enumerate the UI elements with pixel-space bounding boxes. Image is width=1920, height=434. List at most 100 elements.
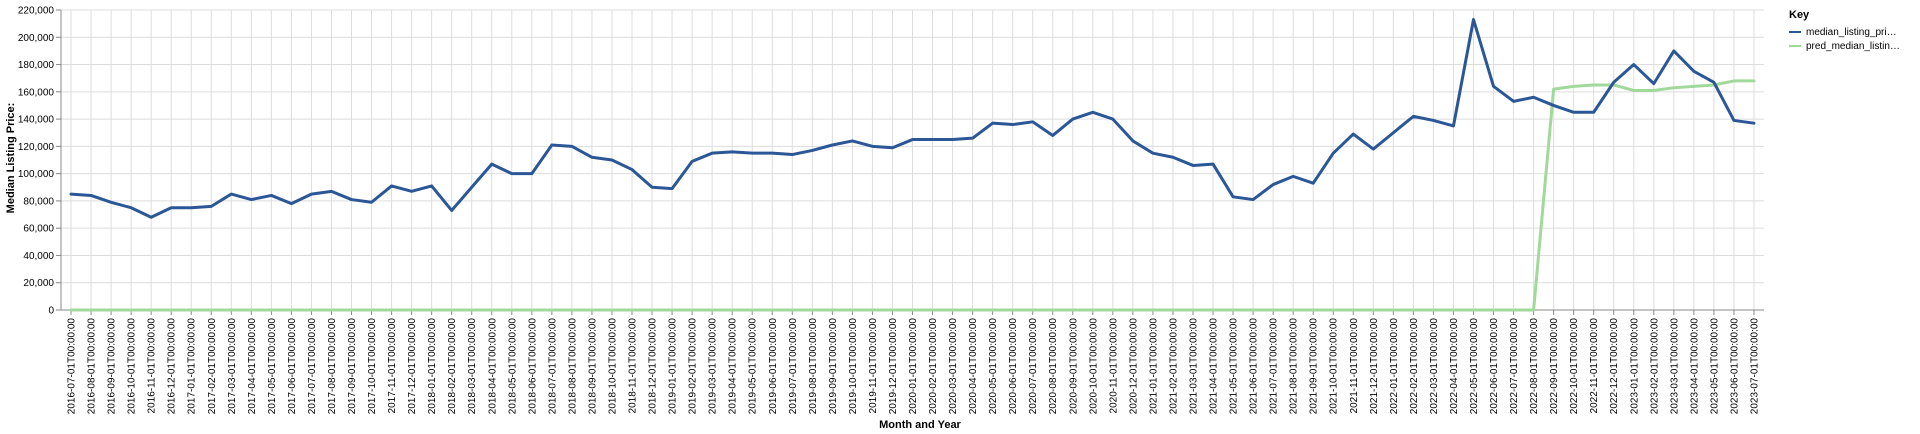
x-tick-label: 2020-06-01T00:00:00 bbox=[1008, 318, 1019, 415]
legend-label-median: median_listing_pri… bbox=[1806, 27, 1897, 38]
y-tick-label: 160,000 bbox=[18, 87, 55, 98]
x-tick-label: 2018-10-01T00:00:00 bbox=[607, 318, 618, 415]
y-tick-label: 0 bbox=[48, 306, 54, 317]
x-tick-label: 2020-05-01T00:00:00 bbox=[988, 318, 999, 415]
x-tick-label: 2020-12-01T00:00:00 bbox=[1128, 318, 1139, 415]
x-tick-label: 2017-12-01T00:00:00 bbox=[407, 318, 418, 415]
x-tick-label: 2021-08-01T00:00:00 bbox=[1289, 318, 1300, 415]
x-axis: 2016-07-01T00:00:00 2016-08-01T00:00:00 20… bbox=[67, 310, 1760, 415]
x-tick-label: 2019-08-01T00:00:00 bbox=[808, 318, 819, 415]
x-tick-label: 2019-11-01T00:00:00 bbox=[868, 318, 879, 414]
y-axis-title: Median Listing Price: bbox=[5, 103, 17, 214]
x-tick-label: 2021-12-01T00:00:00 bbox=[1369, 318, 1380, 415]
x-tick-label: 2022-03-01T00:00:00 bbox=[1429, 318, 1440, 415]
x-tick-label: 2021-02-01T00:00:00 bbox=[1168, 318, 1179, 415]
x-tick-label: 2021-06-01T00:00:00 bbox=[1249, 318, 1260, 415]
x-tick-label: 2022-05-01T00:00:00 bbox=[1469, 318, 1480, 415]
x-tick-label: 2019-09-01T00:00:00 bbox=[828, 318, 839, 415]
y-tick-label: 200,000 bbox=[18, 33, 55, 44]
y-axis: 0 20,000 40,000 60,000 80,000 100,000 120,000 1… bbox=[18, 6, 61, 317]
x-tick-label: 2023-07-01T00:00:00 bbox=[1749, 318, 1760, 415]
x-tick-label: 2023-04-01T00:00:00 bbox=[1689, 318, 1700, 415]
x-tick-label: 2019-12-01T00:00:00 bbox=[888, 318, 899, 415]
x-tick-label: 2017-05-01T00:00:00 bbox=[267, 318, 278, 415]
x-tick-label: 2020-09-01T00:00:00 bbox=[1068, 318, 1079, 415]
x-tick-label: 2016-08-01T00:00:00 bbox=[87, 318, 98, 415]
x-tick-label: 2017-09-01T00:00:00 bbox=[347, 318, 358, 415]
x-tick-label: 2020-01-01T00:00:00 bbox=[908, 318, 919, 415]
x-tick-label: 2023-02-01T00:00:00 bbox=[1649, 318, 1660, 415]
legend-title: Key bbox=[1789, 9, 1810, 21]
series-line-pred bbox=[69, 79, 1756, 312]
x-tick-label: 2016-11-01T00:00:00 bbox=[147, 318, 158, 414]
y-tick-label: 80,000 bbox=[23, 196, 54, 207]
x-tick-label: 2021-01-01T00:00:00 bbox=[1148, 318, 1159, 415]
x-tick-label: 2018-03-01T00:00:00 bbox=[467, 318, 478, 415]
x-tick-label: 2019-07-01T00:00:00 bbox=[788, 318, 799, 415]
x-tick-label: 2018-05-01T00:00:00 bbox=[507, 318, 518, 415]
x-tick-label: 2022-07-01T00:00:00 bbox=[1509, 318, 1520, 415]
x-tick-label: 2018-07-01T00:00:00 bbox=[547, 318, 558, 415]
x-tick-label: 2021-09-01T00:00:00 bbox=[1309, 318, 1320, 415]
x-tick-label: 2022-09-01T00:00:00 bbox=[1549, 318, 1560, 415]
x-tick-label: 2022-11-01T00:00:00 bbox=[1589, 318, 1600, 414]
x-tick-label: 2021-11-01T00:00:00 bbox=[1349, 318, 1360, 414]
y-tick-label: 100,000 bbox=[18, 169, 55, 180]
x-tick-label: 2019-05-01T00:00:00 bbox=[748, 318, 759, 415]
x-tick-label: 2017-11-01T00:00:00 bbox=[387, 318, 398, 414]
x-tick-label: 2021-07-01T00:00:00 bbox=[1269, 318, 1280, 415]
x-tick-label: 2020-02-01T00:00:00 bbox=[928, 318, 939, 415]
x-tick-label: 2017-06-01T00:00:00 bbox=[287, 318, 298, 415]
x-tick-label: 2023-06-01T00:00:00 bbox=[1729, 318, 1740, 415]
y-tick-label: 40,000 bbox=[23, 251, 54, 262]
x-tick-label: 2018-12-01T00:00:00 bbox=[648, 318, 659, 415]
x-tick-label: 2019-10-01T00:00:00 bbox=[848, 318, 859, 415]
x-tick-label: 2017-03-01T00:00:00 bbox=[227, 318, 238, 415]
x-tick-label: 2020-08-01T00:00:00 bbox=[1048, 318, 1059, 415]
x-tick-label: 2017-07-01T00:00:00 bbox=[307, 318, 318, 415]
x-tick-label: 2019-03-01T00:00:00 bbox=[708, 318, 719, 415]
x-tick-label: 2018-11-01T00:00:00 bbox=[628, 318, 639, 414]
x-tick-label: 2020-11-01T00:00:00 bbox=[1108, 318, 1119, 414]
x-tick-label: 2022-12-01T00:00:00 bbox=[1609, 318, 1620, 415]
x-tick-label: 2020-03-01T00:00:00 bbox=[948, 318, 959, 415]
x-tick-label: 2022-04-01T00:00:00 bbox=[1449, 318, 1460, 415]
x-tick-label: 2017-10-01T00:00:00 bbox=[367, 318, 378, 415]
x-tick-label: 2018-06-01T00:00:00 bbox=[527, 318, 538, 415]
y-tick-label: 20,000 bbox=[23, 278, 54, 289]
x-tick-label: 2018-02-01T00:00:00 bbox=[447, 318, 458, 415]
y-tick-label: 140,000 bbox=[18, 115, 55, 126]
x-tick-label: 2019-02-01T00:00:00 bbox=[688, 318, 699, 415]
x-tick-label: 2022-08-01T00:00:00 bbox=[1529, 318, 1540, 415]
x-tick-label: 2021-04-01T00:00:00 bbox=[1209, 318, 1220, 415]
x-tick-label: 2016-12-01T00:00:00 bbox=[167, 318, 178, 415]
x-tick-label: 2022-10-01T00:00:00 bbox=[1569, 318, 1580, 415]
x-tick-label: 2018-04-01T00:00:00 bbox=[487, 318, 498, 415]
legend: Key median_listing_pri… pred_median_list… bbox=[1789, 9, 1900, 52]
x-tick-label: 2021-03-01T00:00:00 bbox=[1188, 318, 1199, 415]
x-tick-label: 2021-10-01T00:00:00 bbox=[1329, 318, 1340, 415]
x-tick-label: 2019-06-01T00:00:00 bbox=[768, 318, 779, 415]
x-tick-label: 2018-01-01T00:00:00 bbox=[427, 318, 438, 415]
y-tick-label: 120,000 bbox=[18, 142, 55, 153]
x-tick-label: 2018-09-01T00:00:00 bbox=[587, 318, 598, 415]
x-tick-label: 2021-05-01T00:00:00 bbox=[1229, 318, 1240, 415]
x-tick-label: 2017-08-01T00:00:00 bbox=[327, 318, 338, 415]
y-tick-label: 180,000 bbox=[18, 60, 55, 71]
x-tick-label: 2020-10-01T00:00:00 bbox=[1088, 318, 1099, 415]
x-tick-label: 2018-08-01T00:00:00 bbox=[567, 318, 578, 415]
series-line-median bbox=[69, 18, 1756, 219]
x-tick-label: 2019-04-01T00:00:00 bbox=[728, 318, 739, 415]
x-tick-label: 2023-05-01T00:00:00 bbox=[1709, 318, 1720, 415]
legend-label-pred: pred_median_listin… bbox=[1806, 41, 1900, 52]
x-tick-label: 2019-01-01T00:00:00 bbox=[668, 318, 679, 415]
x-tick-label: 2022-02-01T00:00:00 bbox=[1409, 318, 1420, 415]
gridlines bbox=[61, 9, 1764, 311]
x-tick-label: 2017-01-01T00:00:00 bbox=[187, 318, 198, 415]
series-layer bbox=[69, 18, 1756, 312]
x-tick-label: 2016-10-01T00:00:00 bbox=[127, 318, 138, 415]
x-tick-label: 2020-07-01T00:00:00 bbox=[1028, 318, 1039, 415]
x-axis-title: Month and Year bbox=[879, 419, 961, 431]
x-tick-label: 2023-01-01T00:00:00 bbox=[1629, 318, 1640, 415]
